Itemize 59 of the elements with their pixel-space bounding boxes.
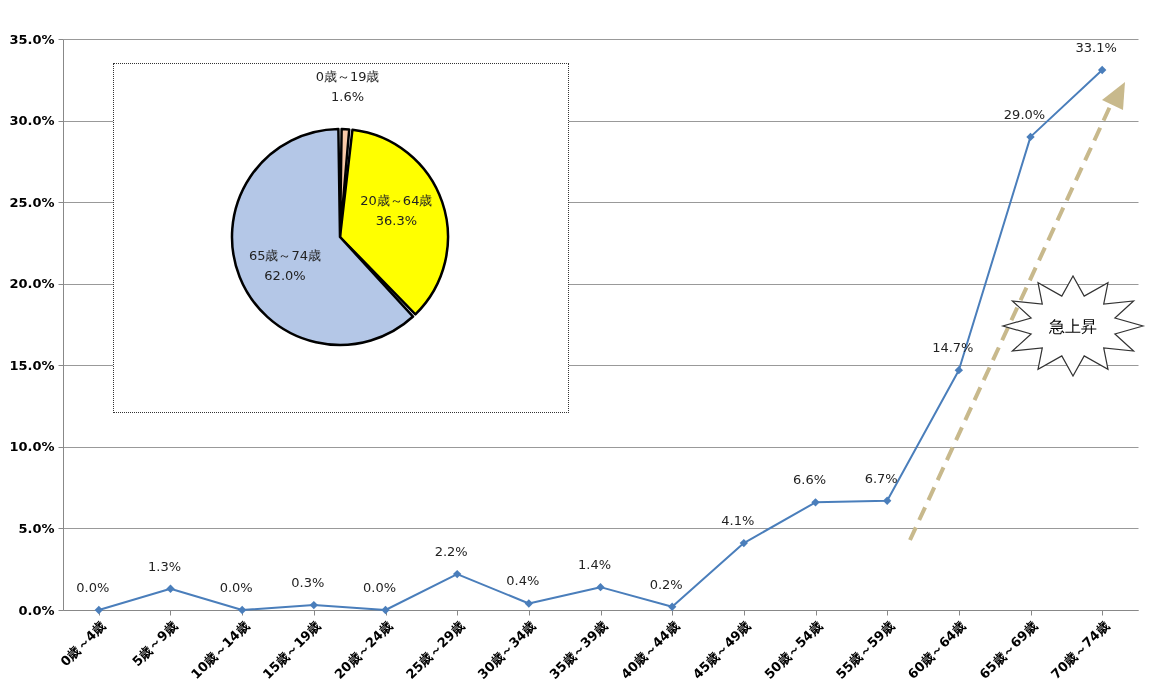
point (1026, 132, 1035, 142)
point (667, 602, 677, 611)
data-label: 6.7% (864, 470, 898, 486)
x-tick-label: 15歳～19歳 (259, 618, 324, 682)
x-tick-label: 30歳～34歳 (474, 618, 539, 682)
point (381, 605, 390, 615)
x-tick-label: 55歳～59歳 (833, 618, 897, 682)
point (309, 600, 319, 610)
x-tick-label: 5歳～9歳 (129, 618, 181, 670)
data-label: 62.0% (264, 267, 306, 283)
point (166, 584, 175, 593)
y-tick-label: 20.0% (9, 276, 55, 292)
data-label: 1.4% (577, 557, 612, 573)
data-label: 6.6% (792, 472, 827, 488)
x-tick-label: 60歳～64歳 (904, 618, 969, 682)
y-tick-label: 5.0% (18, 520, 55, 536)
y-tick-label: 30.0% (9, 113, 55, 129)
point (739, 538, 749, 548)
data-label: 0.4% (506, 573, 540, 589)
y-tick-label: 15.0% (9, 357, 55, 373)
point (524, 599, 534, 608)
data-label: 1.6% (331, 89, 365, 105)
slice-label: 20歳～64歳 (360, 193, 433, 209)
x-tick-label: 25歳～29歳 (403, 618, 467, 682)
data-label: 0.3% (291, 575, 325, 591)
x-tick-label: 10歳～14歳 (188, 618, 252, 682)
data-label: 29.0% (1003, 106, 1046, 122)
point (882, 496, 892, 505)
data-label: 0.0% (76, 580, 110, 595)
data-label: 0.2% (649, 576, 683, 592)
y-tick-label: 10.0% (9, 439, 55, 455)
x-tick-label: 70歳～74歳 (1048, 618, 1112, 682)
slice-label: 65歳～74歳 (248, 247, 322, 263)
data-label: 0.0% (362, 580, 397, 595)
data-label: 33.1% (1075, 40, 1117, 55)
y-tick-label: 35.0% (9, 31, 55, 47)
x-tick-label: 65歳～69歳 (976, 618, 1041, 682)
x-tick-label: 40歳～44歳 (618, 618, 682, 682)
x-tick-label: 20歳～24歳 (331, 618, 396, 682)
point (452, 569, 462, 579)
annotation: 急上昇 (1048, 317, 1097, 336)
data-label: 2.2% (434, 544, 468, 560)
data-label: 0.0% (219, 580, 253, 595)
y-tick-label: 25.0% (9, 194, 55, 210)
x-tick-label: 35歳～39歳 (546, 618, 611, 682)
point (237, 605, 247, 615)
point (811, 498, 820, 507)
slice-label: 0歳～19歳 (315, 69, 380, 85)
data-label: 1.3% (147, 558, 182, 574)
point (954, 366, 964, 375)
data-label: 36.3% (375, 213, 418, 229)
point (94, 605, 104, 615)
data-label: 4.1% (721, 513, 755, 529)
x-tick-label: 45歳～49歳 (689, 618, 754, 682)
y-tick-label: 0.0% (18, 602, 55, 618)
point (596, 582, 605, 592)
x-tick-label: 0歳～4歳 (57, 618, 109, 670)
point (1097, 65, 1107, 75)
x-tick-label: 50歳～54歳 (761, 618, 826, 682)
